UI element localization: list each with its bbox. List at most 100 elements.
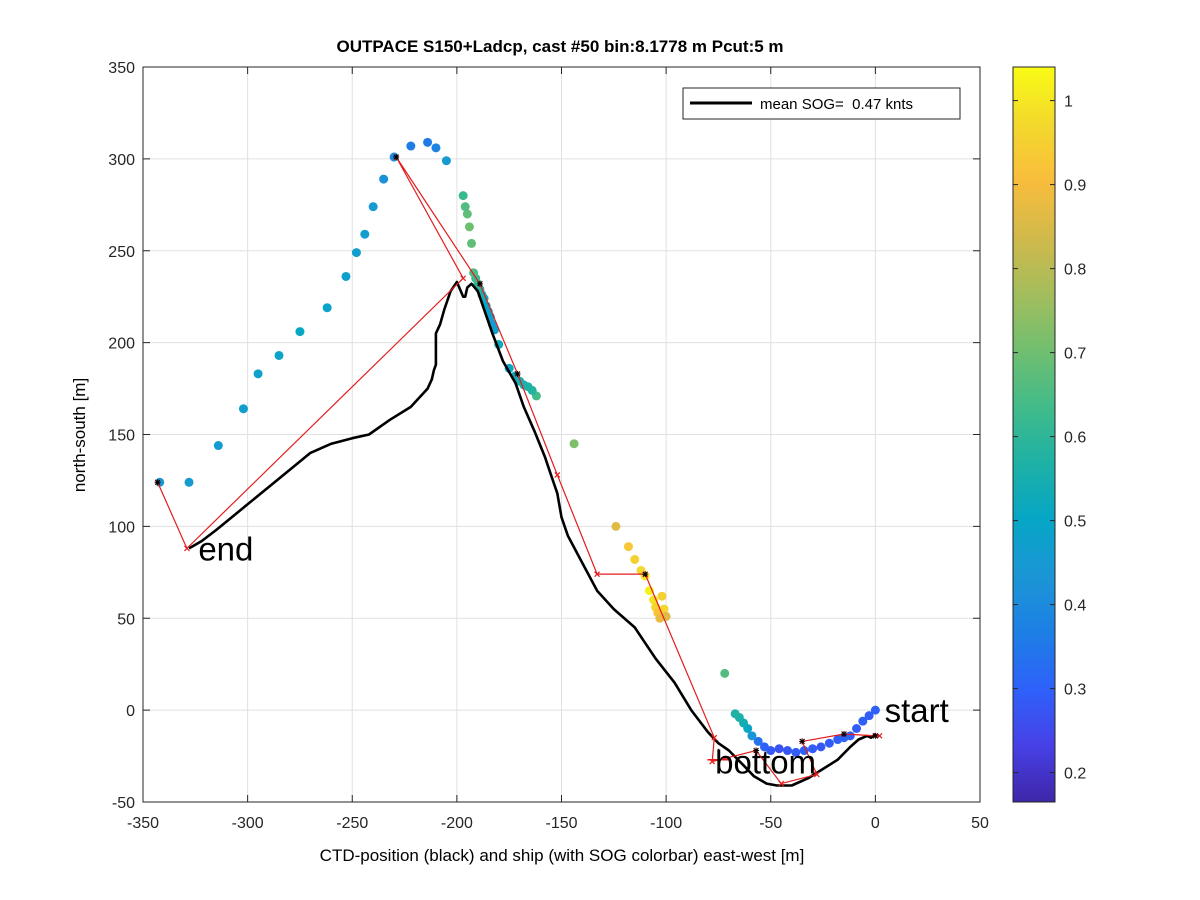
y-axis-label: north-south [m]: [70, 378, 89, 492]
ship-point: [467, 238, 477, 248]
profile-layer: [154, 154, 883, 787]
ship-point: [864, 711, 874, 721]
x-tick-label: -50: [759, 815, 782, 832]
y-tick-label: -50: [112, 795, 135, 812]
colorbar-tick-label: 0.3: [1064, 682, 1086, 699]
colorbar-tick-label: 0.7: [1064, 346, 1086, 363]
annotation-start: start: [885, 692, 949, 729]
ship-point: [379, 174, 389, 184]
ship-point: [782, 746, 792, 756]
ship-point: [657, 591, 667, 601]
ship-point: [213, 441, 223, 451]
profile-star: [514, 370, 521, 377]
profile-line: [157, 156, 880, 785]
bottom-marker: [707, 748, 730, 771]
x-tick-label: 50: [971, 815, 989, 832]
profile-star: [840, 731, 847, 738]
ship-point: [659, 604, 669, 614]
ship-point: [816, 742, 826, 752]
ctd-track-layer: [188, 280, 877, 787]
x-tick-label: 0: [871, 815, 880, 832]
ship-point: [441, 156, 451, 166]
profile-star: [393, 154, 400, 161]
ship-point: [322, 303, 332, 313]
ship-point: [458, 191, 468, 201]
grid: [143, 67, 980, 802]
x-tick-label: -300: [232, 815, 264, 832]
ship-point: [774, 744, 784, 754]
ship-point: [464, 222, 474, 232]
x-axis-label: CTD-position (black) and ship (with SOG …: [320, 846, 805, 865]
colorbar-gradient: [1012, 66, 1056, 803]
x-tick-label: -200: [441, 815, 473, 832]
x-tick-label: -150: [545, 815, 577, 832]
colorbar: 0.2 0.3 0.4 0.5 0.6 0.7 0.8 0.9 1: [1012, 66, 1086, 803]
ship-point: [720, 668, 730, 678]
profile-star: [476, 280, 483, 287]
profile-star: [872, 732, 879, 739]
x-tick-label: -350: [127, 815, 159, 832]
chart-title: OUTPACE S150+Ladcp, cast #50 bin:8.1778 …: [336, 37, 783, 56]
ship-point: [833, 735, 843, 745]
annotation-bottom: bottom: [715, 744, 816, 781]
ship-point: [730, 709, 740, 719]
profile-marker: [554, 472, 561, 478]
legend-label: mean SOG= 0.47 knts: [760, 96, 913, 113]
profile-star: [642, 571, 649, 578]
ship-point: [753, 736, 763, 746]
profile-marker: [594, 571, 600, 578]
ship-point: [462, 209, 472, 219]
ship-point: [611, 521, 621, 531]
ship-point: [799, 746, 809, 756]
y-tick-label: 300: [108, 152, 135, 169]
ship-point: [759, 742, 769, 752]
ship-point: [460, 202, 470, 212]
y-tick-label: 150: [108, 428, 135, 445]
axis-ticks: -350 -300 -250 -200 -150 -100 -50 0 50 -50 0 50 100 1…: [108, 60, 989, 832]
colorbar-tick-label: 0.4: [1064, 598, 1086, 615]
ship-point: [858, 716, 868, 726]
ship-point: [630, 554, 640, 564]
ship-point: [824, 738, 834, 748]
ship-point: [341, 271, 351, 281]
ship-point: [852, 724, 862, 733]
ship-point: [808, 744, 818, 754]
y-tick-label: 200: [108, 336, 135, 353]
ship-point: [351, 248, 361, 258]
ship-point: [238, 404, 248, 414]
ship-point: [360, 229, 370, 239]
profile-marker: [711, 734, 718, 741]
profile-star: [799, 738, 806, 745]
legend: mean SOG= 0.47 knts: [682, 87, 961, 120]
colorbar-tick-label: 0.6: [1064, 430, 1086, 447]
ship-point: [406, 141, 416, 151]
profile-marker: [460, 275, 467, 282]
annotation-end: end: [198, 530, 253, 567]
ship-point: [274, 350, 284, 360]
profile-marker: [778, 780, 785, 787]
y-tick-label: 250: [108, 244, 135, 261]
y-tick-label: 0: [126, 703, 135, 720]
ctd-track-line: [188, 280, 877, 787]
colorbar-tick-label: 0.2: [1064, 766, 1086, 783]
ship-point: [747, 731, 757, 741]
ship-point: [423, 137, 433, 147]
data-marks: [154, 137, 883, 787]
profile-marker: [184, 545, 190, 552]
ship-point: [431, 143, 441, 153]
colorbar-tick-label: 0.5: [1064, 514, 1086, 531]
ship-point: [649, 595, 659, 605]
profile-star: [753, 747, 760, 754]
ship-point: [253, 369, 263, 379]
colorbar-tick-label: 0.9: [1064, 178, 1086, 195]
ship-point: [623, 542, 633, 552]
colorbar-tick-label: 1: [1064, 94, 1073, 111]
colorbar-tick-label: 0.8: [1064, 262, 1086, 279]
ship-point: [295, 327, 305, 337]
ship-point: [791, 747, 801, 757]
ship-point: [569, 439, 579, 449]
x-tick-label: -250: [336, 815, 368, 832]
profile-marker: [876, 732, 883, 739]
ship-point: [870, 705, 880, 715]
